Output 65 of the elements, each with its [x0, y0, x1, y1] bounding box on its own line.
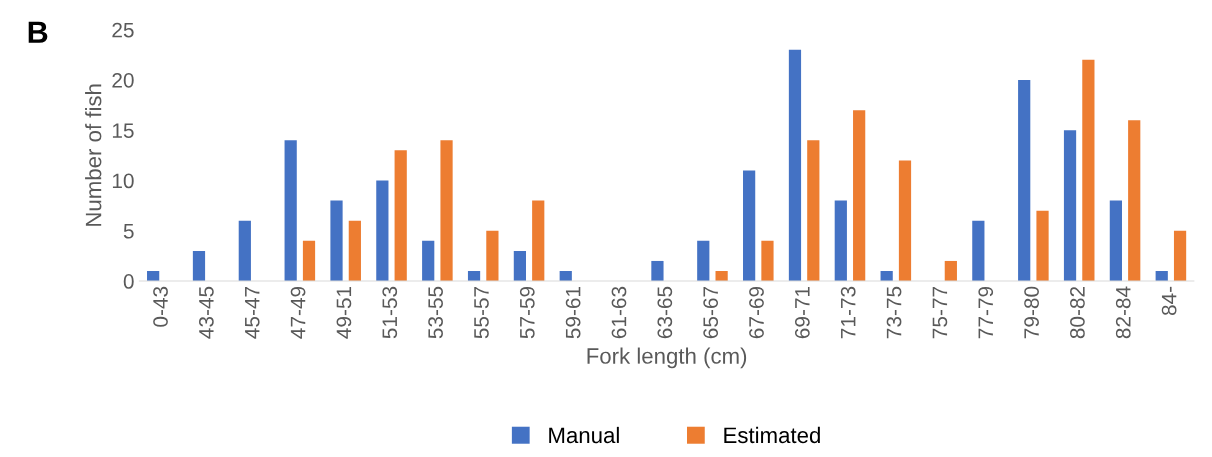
- legend-label: Estimated: [724, 426, 820, 444]
- y-tick-label: 15: [112, 123, 134, 138]
- x-tick-label: 49-51: [336, 286, 352, 339]
- bar: [486, 230, 499, 282]
- bar: [376, 180, 389, 282]
- x-axis-title: Fork length (cm): [587, 347, 747, 369]
- y-tick-label: 5: [123, 224, 134, 239]
- bar: [348, 220, 361, 282]
- bar: [1036, 210, 1049, 282]
- bar: [944, 260, 957, 282]
- bar: [284, 140, 297, 282]
- x-tick-label: 47-49: [290, 286, 306, 339]
- bar: [1082, 59, 1095, 282]
- x-tick-label: 61-63: [611, 286, 627, 339]
- bar: [394, 150, 407, 282]
- bar: [192, 250, 206, 282]
- bar: [1063, 130, 1077, 282]
- bar: [513, 250, 527, 282]
- bar: [330, 200, 343, 282]
- x-tick-label: 59-61: [565, 286, 581, 339]
- x-tick-label: 69-71: [794, 286, 810, 339]
- bar: [532, 200, 545, 282]
- bar: [761, 240, 774, 282]
- x-tick-label: 82-84: [1115, 286, 1131, 339]
- bar: [1018, 79, 1031, 282]
- bar: [1173, 230, 1187, 282]
- text: B: [28, 21, 48, 43]
- bar: [1109, 200, 1122, 282]
- x-tick-label: 0-43: [153, 286, 168, 327]
- bar: [422, 240, 435, 282]
- x-tick-label: 51-53: [382, 286, 398, 339]
- bar: [834, 200, 847, 282]
- bar: [1128, 120, 1141, 282]
- x-tick-label: 84-: [1161, 286, 1177, 316]
- x-tick-label: 55-57: [474, 286, 489, 339]
- x-tick-label: 79-80: [1024, 286, 1039, 339]
- x-tick-label: 43-45: [198, 286, 214, 339]
- y-tick-label: 10: [112, 173, 134, 189]
- y-tick-label: 0: [123, 274, 134, 289]
- x-tick-label: 73-75: [886, 286, 902, 339]
- bar: [853, 110, 866, 282]
- bar: [743, 170, 756, 282]
- bar: [302, 240, 316, 282]
- bar: [807, 140, 820, 282]
- bar: [440, 140, 453, 282]
- x-tick-label: 45-47: [245, 286, 260, 339]
- x-tick-label: 53-55: [428, 286, 443, 339]
- x-tick-label: 71-73: [840, 286, 856, 339]
- x-tick-label: 65-67: [703, 286, 719, 339]
- x-tick-label: 57-59: [519, 286, 535, 339]
- x-tick-label: 77-79: [978, 286, 994, 339]
- x-tick-label: 63-65: [657, 286, 673, 339]
- bar: [972, 220, 985, 282]
- x-tick-label: 67-69: [749, 286, 764, 339]
- y-tick-label: 20: [112, 72, 134, 88]
- bar: [898, 160, 912, 282]
- bar: [651, 260, 664, 282]
- y-tick-label: 25: [112, 22, 134, 38]
- y-axis-title: Number of fish: [85, 84, 102, 226]
- legend-label: Manual: [549, 426, 619, 444]
- bar: [697, 240, 710, 282]
- bar: [788, 49, 802, 282]
- bar: [238, 220, 251, 282]
- x-tick-label: 80-82: [1070, 286, 1085, 339]
- x-tick-label: 75-77: [932, 286, 948, 339]
